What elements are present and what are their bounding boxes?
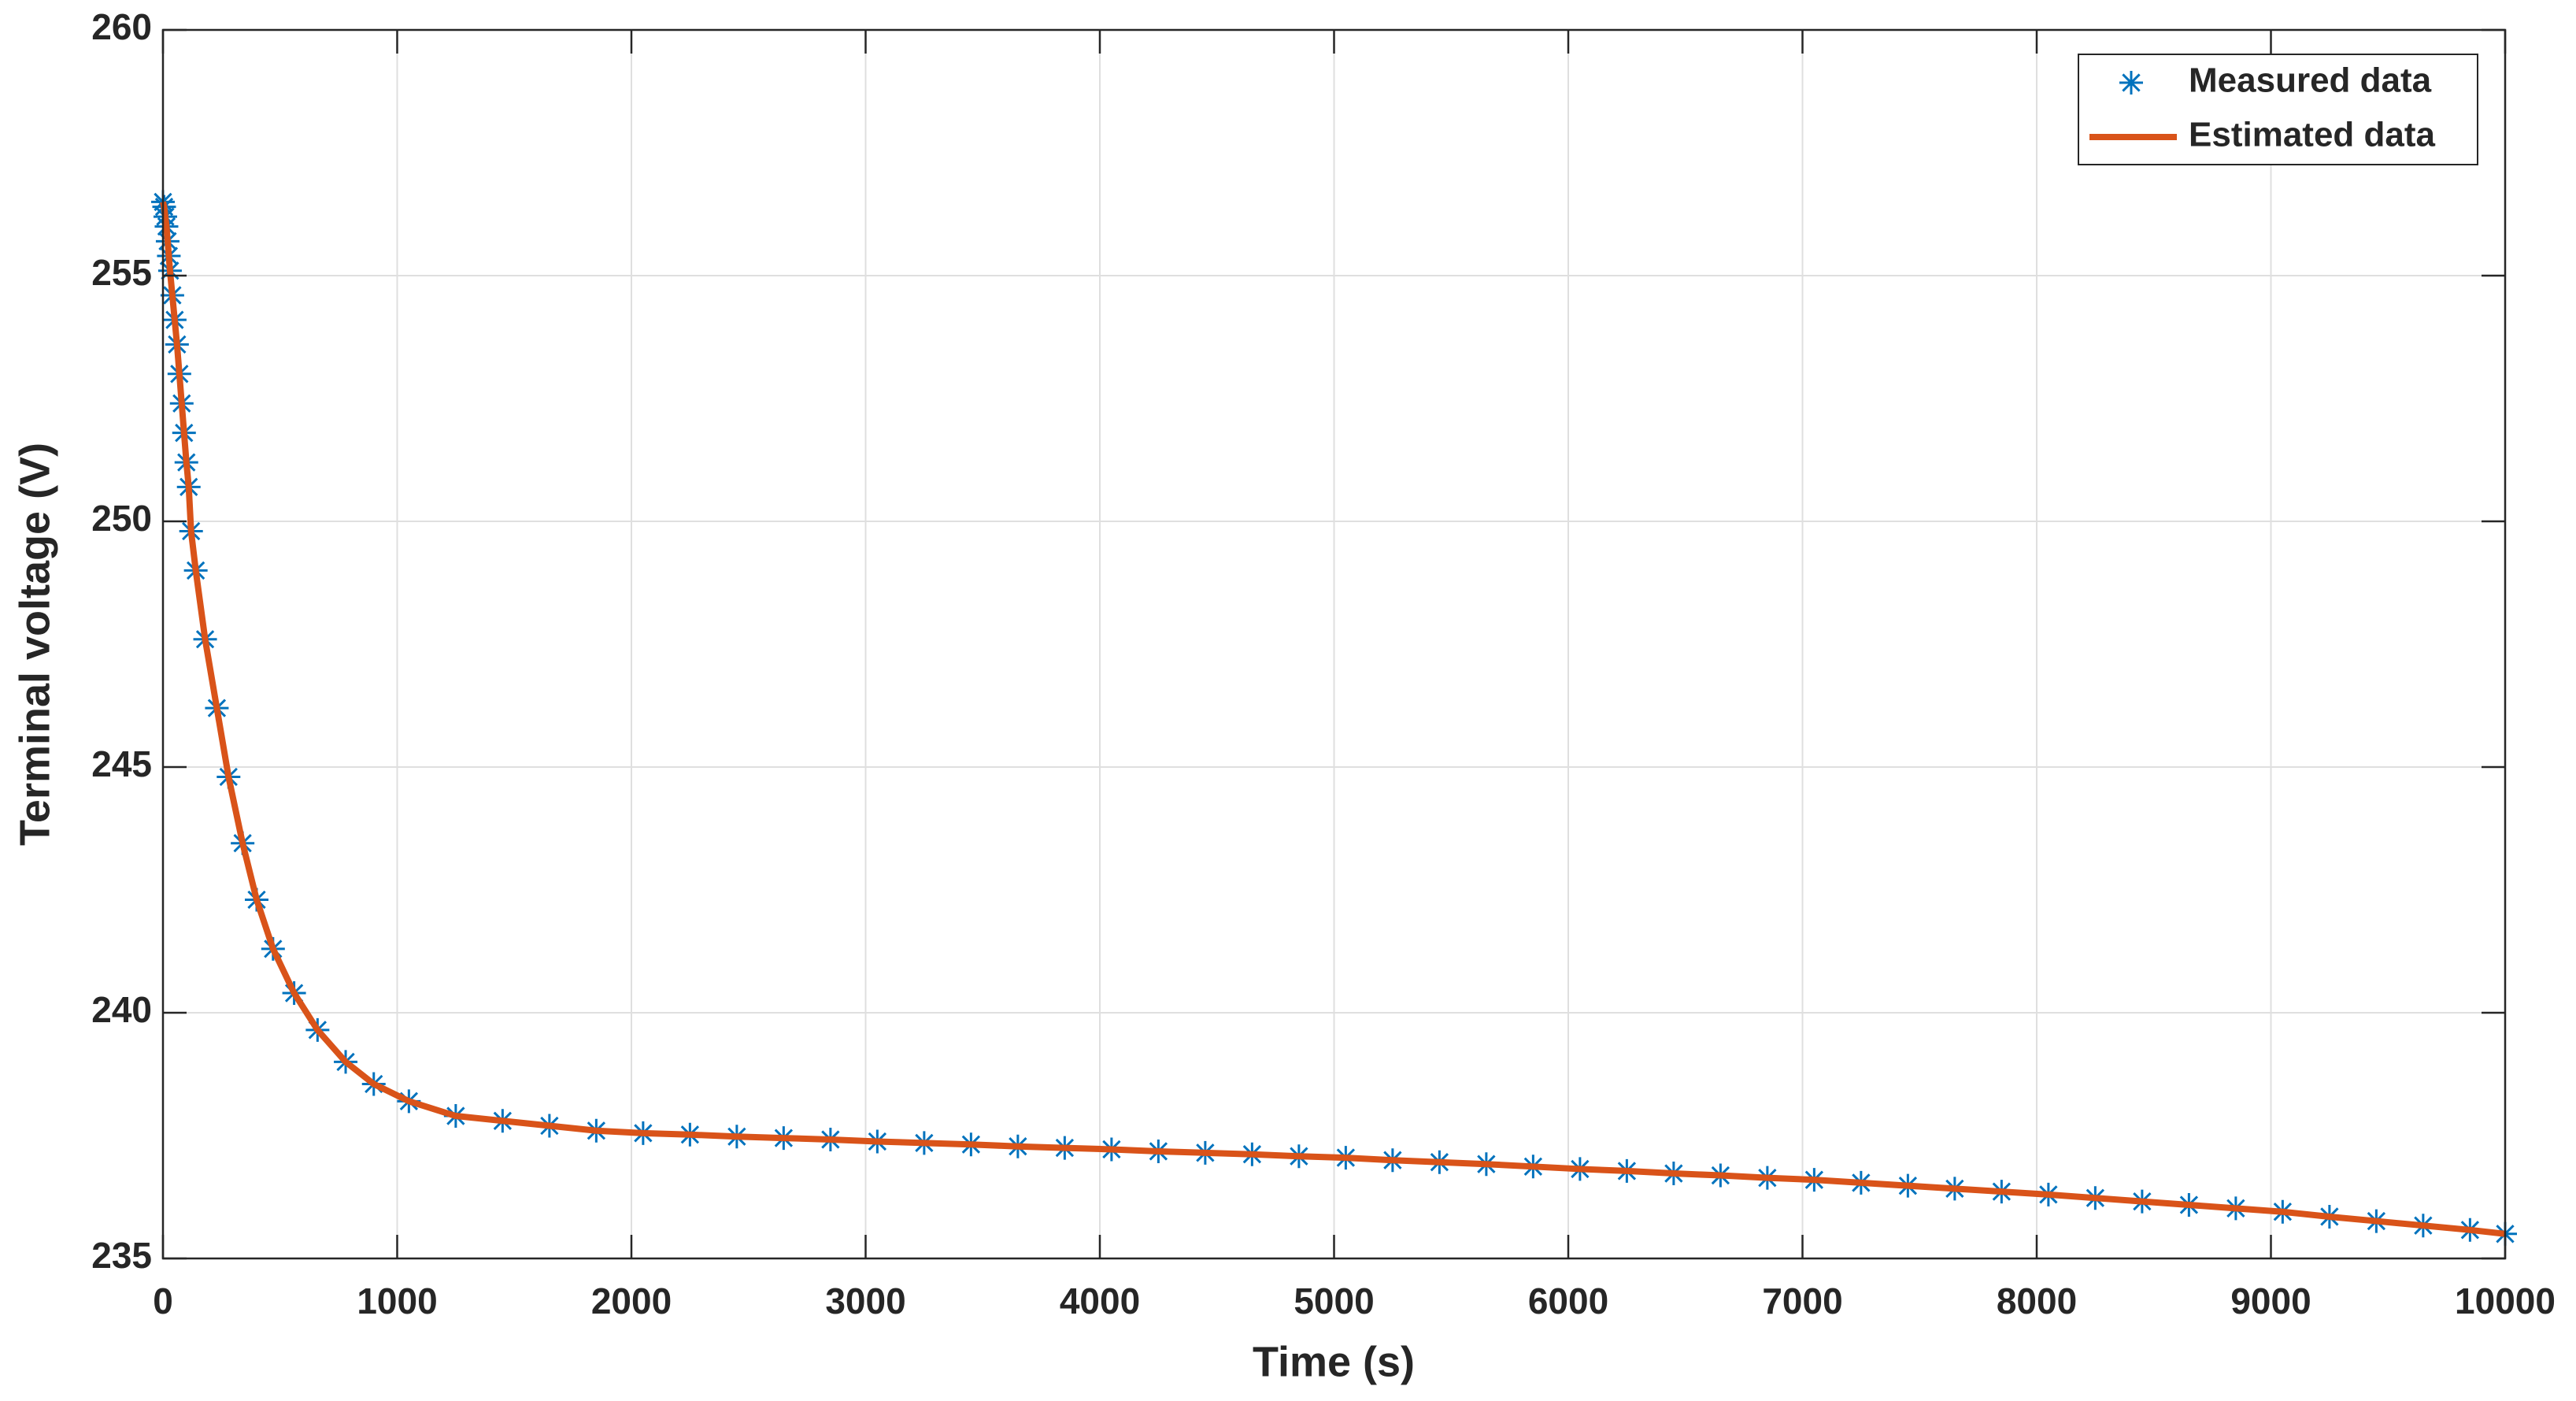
y-tick-label: 235	[91, 1235, 152, 1276]
x-tick-label: 5000	[1294, 1281, 1374, 1321]
y-axis-label: Terminal voltage (V)	[11, 443, 58, 846]
legend-marker	[2119, 71, 2143, 95]
x-tick-label: 8000	[1997, 1281, 2077, 1321]
x-tick-label: 1000	[357, 1281, 437, 1321]
legend-box	[2078, 54, 2478, 165]
x-tick-label: 10000	[2455, 1281, 2556, 1321]
x-tick-label: 0	[153, 1281, 173, 1321]
legend-label: Measured data	[2189, 61, 2432, 100]
y-tick-label: 260	[91, 6, 152, 47]
ticks: 0 1000 2000 3000 4000 5000 6000 7000 8000 9000 100…	[91, 6, 2556, 1321]
y-tick-label: 240	[91, 989, 152, 1030]
data-line	[160, 201, 2506, 1237]
grid	[162, 29, 2506, 1259]
x-tick-label: 2000	[591, 1281, 672, 1321]
x-tick-label: 9000	[2230, 1281, 2311, 1321]
legend: Measured data Estimated data	[2078, 54, 2478, 165]
x-tick-label: 6000	[1528, 1281, 1608, 1321]
plot-area	[151, 190, 2517, 1246]
x-tick-label: 3000	[825, 1281, 905, 1321]
x-axis-label: Time (s)	[1253, 1338, 1415, 1385]
x-tick-label: 4000	[1060, 1281, 1140, 1321]
y-tick-label: 250	[91, 498, 152, 539]
legend-label: Estimated data	[2189, 116, 2436, 154]
x-tick-label: 7000	[1762, 1281, 1842, 1321]
y-tick-label: 245	[91, 743, 152, 784]
y-tick-label: 255	[91, 252, 152, 293]
